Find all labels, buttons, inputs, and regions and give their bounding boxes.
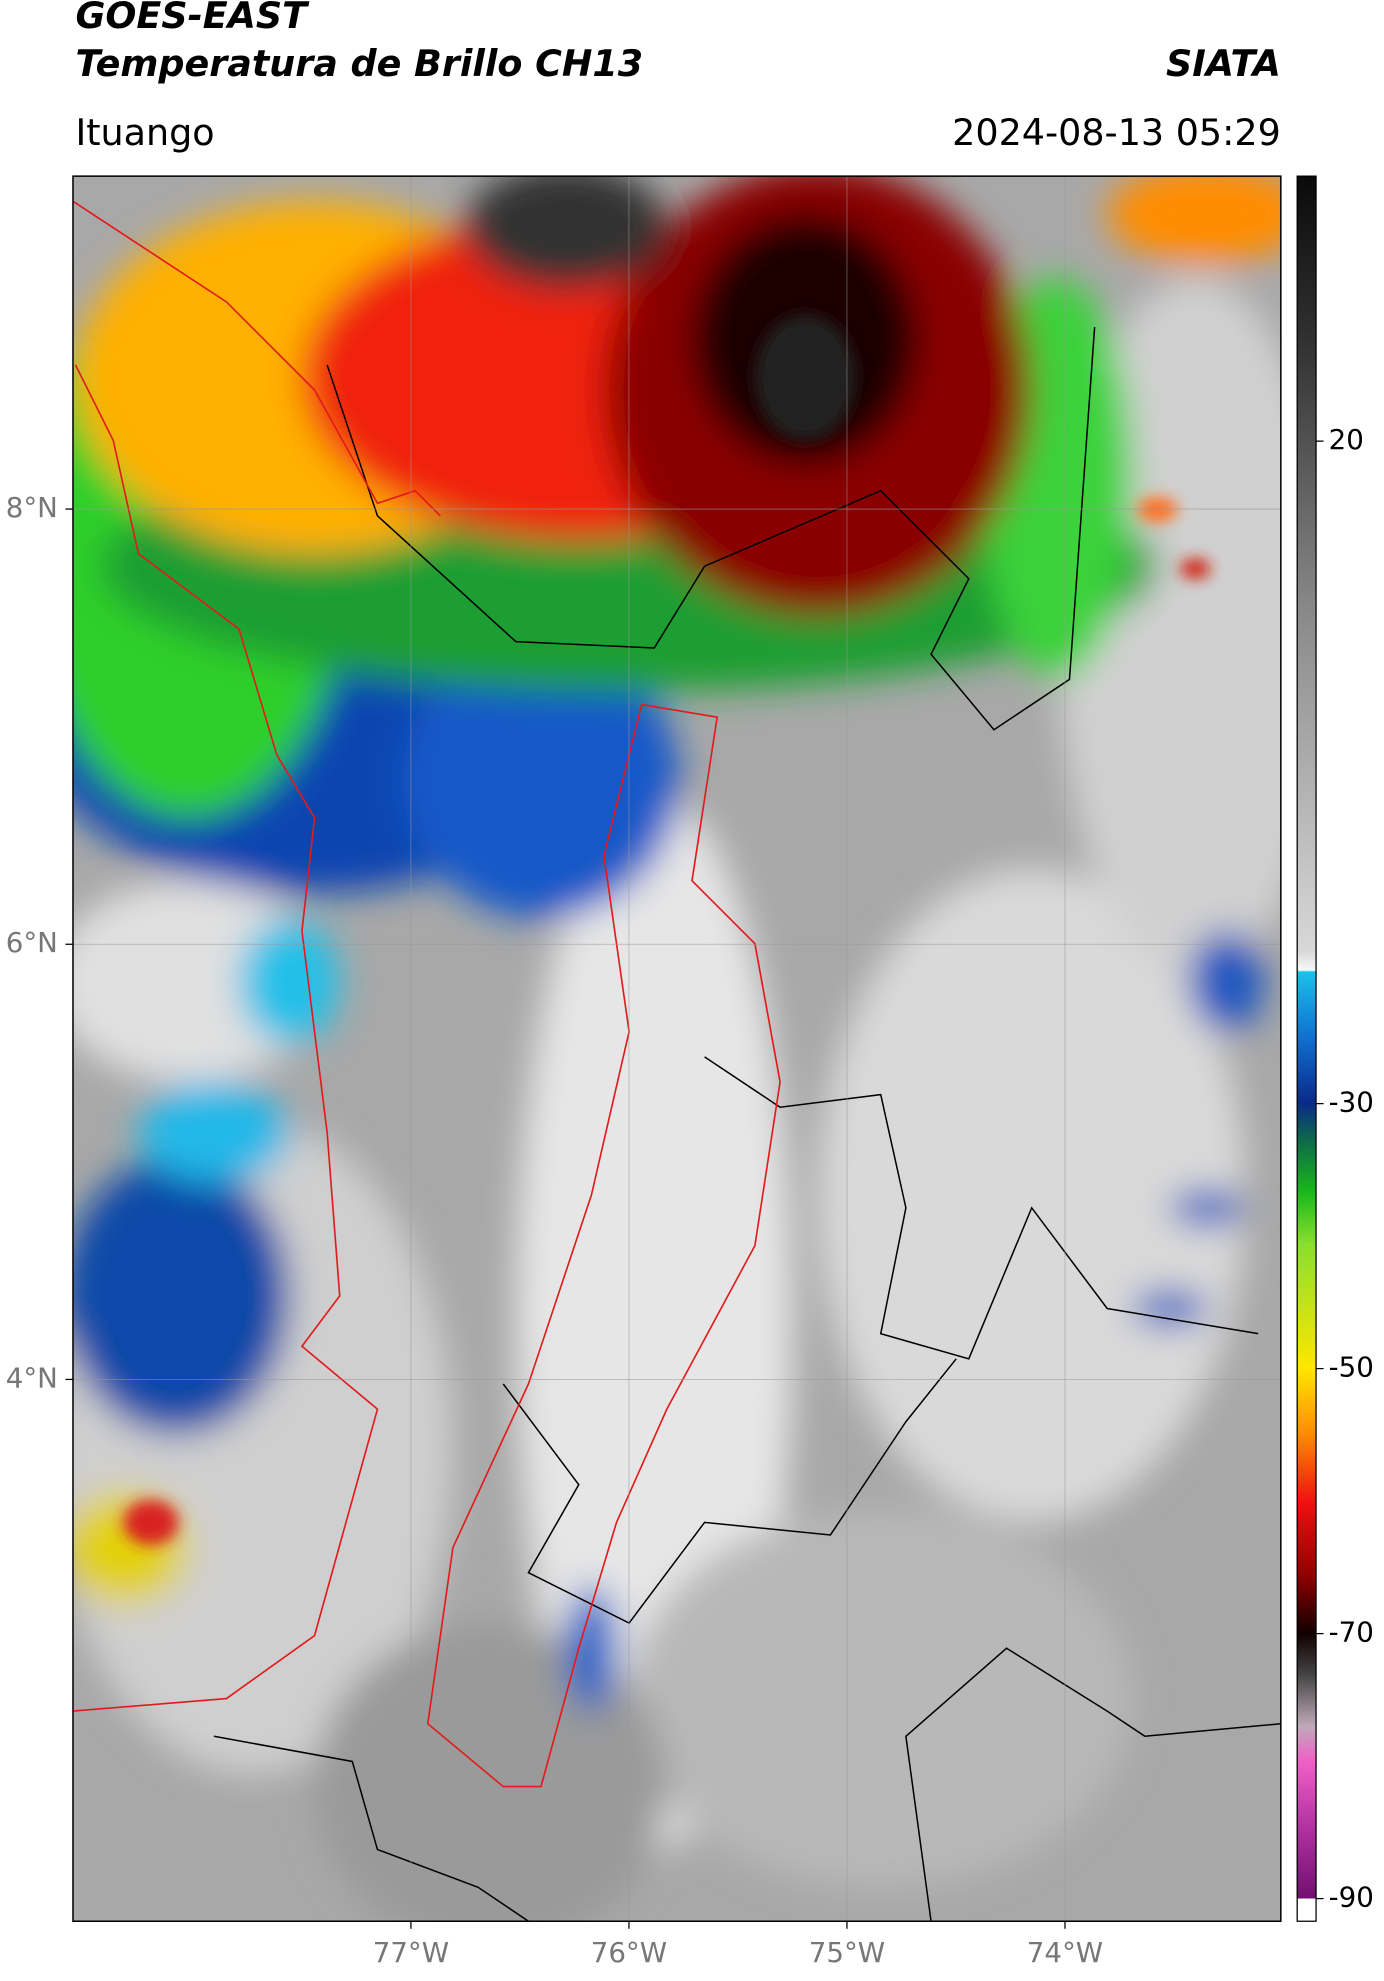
- satellite-image: [72, 176, 1281, 1922]
- colorbar-under: [1297, 1898, 1317, 1922]
- datetime: 2024-08-13 05:29: [952, 111, 1281, 154]
- brand: SIATA: [1166, 42, 1281, 85]
- x-tick-label: 77°W: [373, 1936, 449, 1969]
- colorbar-tick-label: -30: [1329, 1086, 1374, 1119]
- x-tick-label: 75°W: [809, 1936, 885, 1969]
- colorbar-tick-label: -70: [1329, 1616, 1374, 1649]
- colorbar-gradient: [1297, 176, 1317, 1899]
- colorbar-tick-label: -50: [1329, 1351, 1374, 1384]
- y-tick-label: 8°N: [6, 491, 58, 524]
- colorbar-tick-label: -90: [1329, 1881, 1374, 1914]
- admin-borders: [213, 327, 1281, 1922]
- map-frame: [72, 175, 1282, 1922]
- x-tick-label: 74°W: [1027, 1936, 1103, 1969]
- cold-cores: [123, 314, 1211, 1546]
- x-tick-label: 76°W: [591, 1936, 667, 1969]
- graticule: [65, 176, 1281, 1929]
- colorbar-ticks: 20 -30 -50 -70 -90: [1316, 423, 1374, 1914]
- cloud-field: [72, 176, 1281, 1922]
- title: GOES-EAST: [75, 0, 310, 37]
- colorbar-tick-label: 20: [1329, 423, 1364, 456]
- colorbar-frame: [1296, 175, 1317, 1922]
- location: Ituango: [75, 111, 214, 154]
- subtitle: Temperatura de Brillo CH13: [75, 42, 643, 85]
- y-tick-label: 4°N: [6, 1361, 58, 1394]
- y-tick-label: 6°N: [6, 926, 58, 959]
